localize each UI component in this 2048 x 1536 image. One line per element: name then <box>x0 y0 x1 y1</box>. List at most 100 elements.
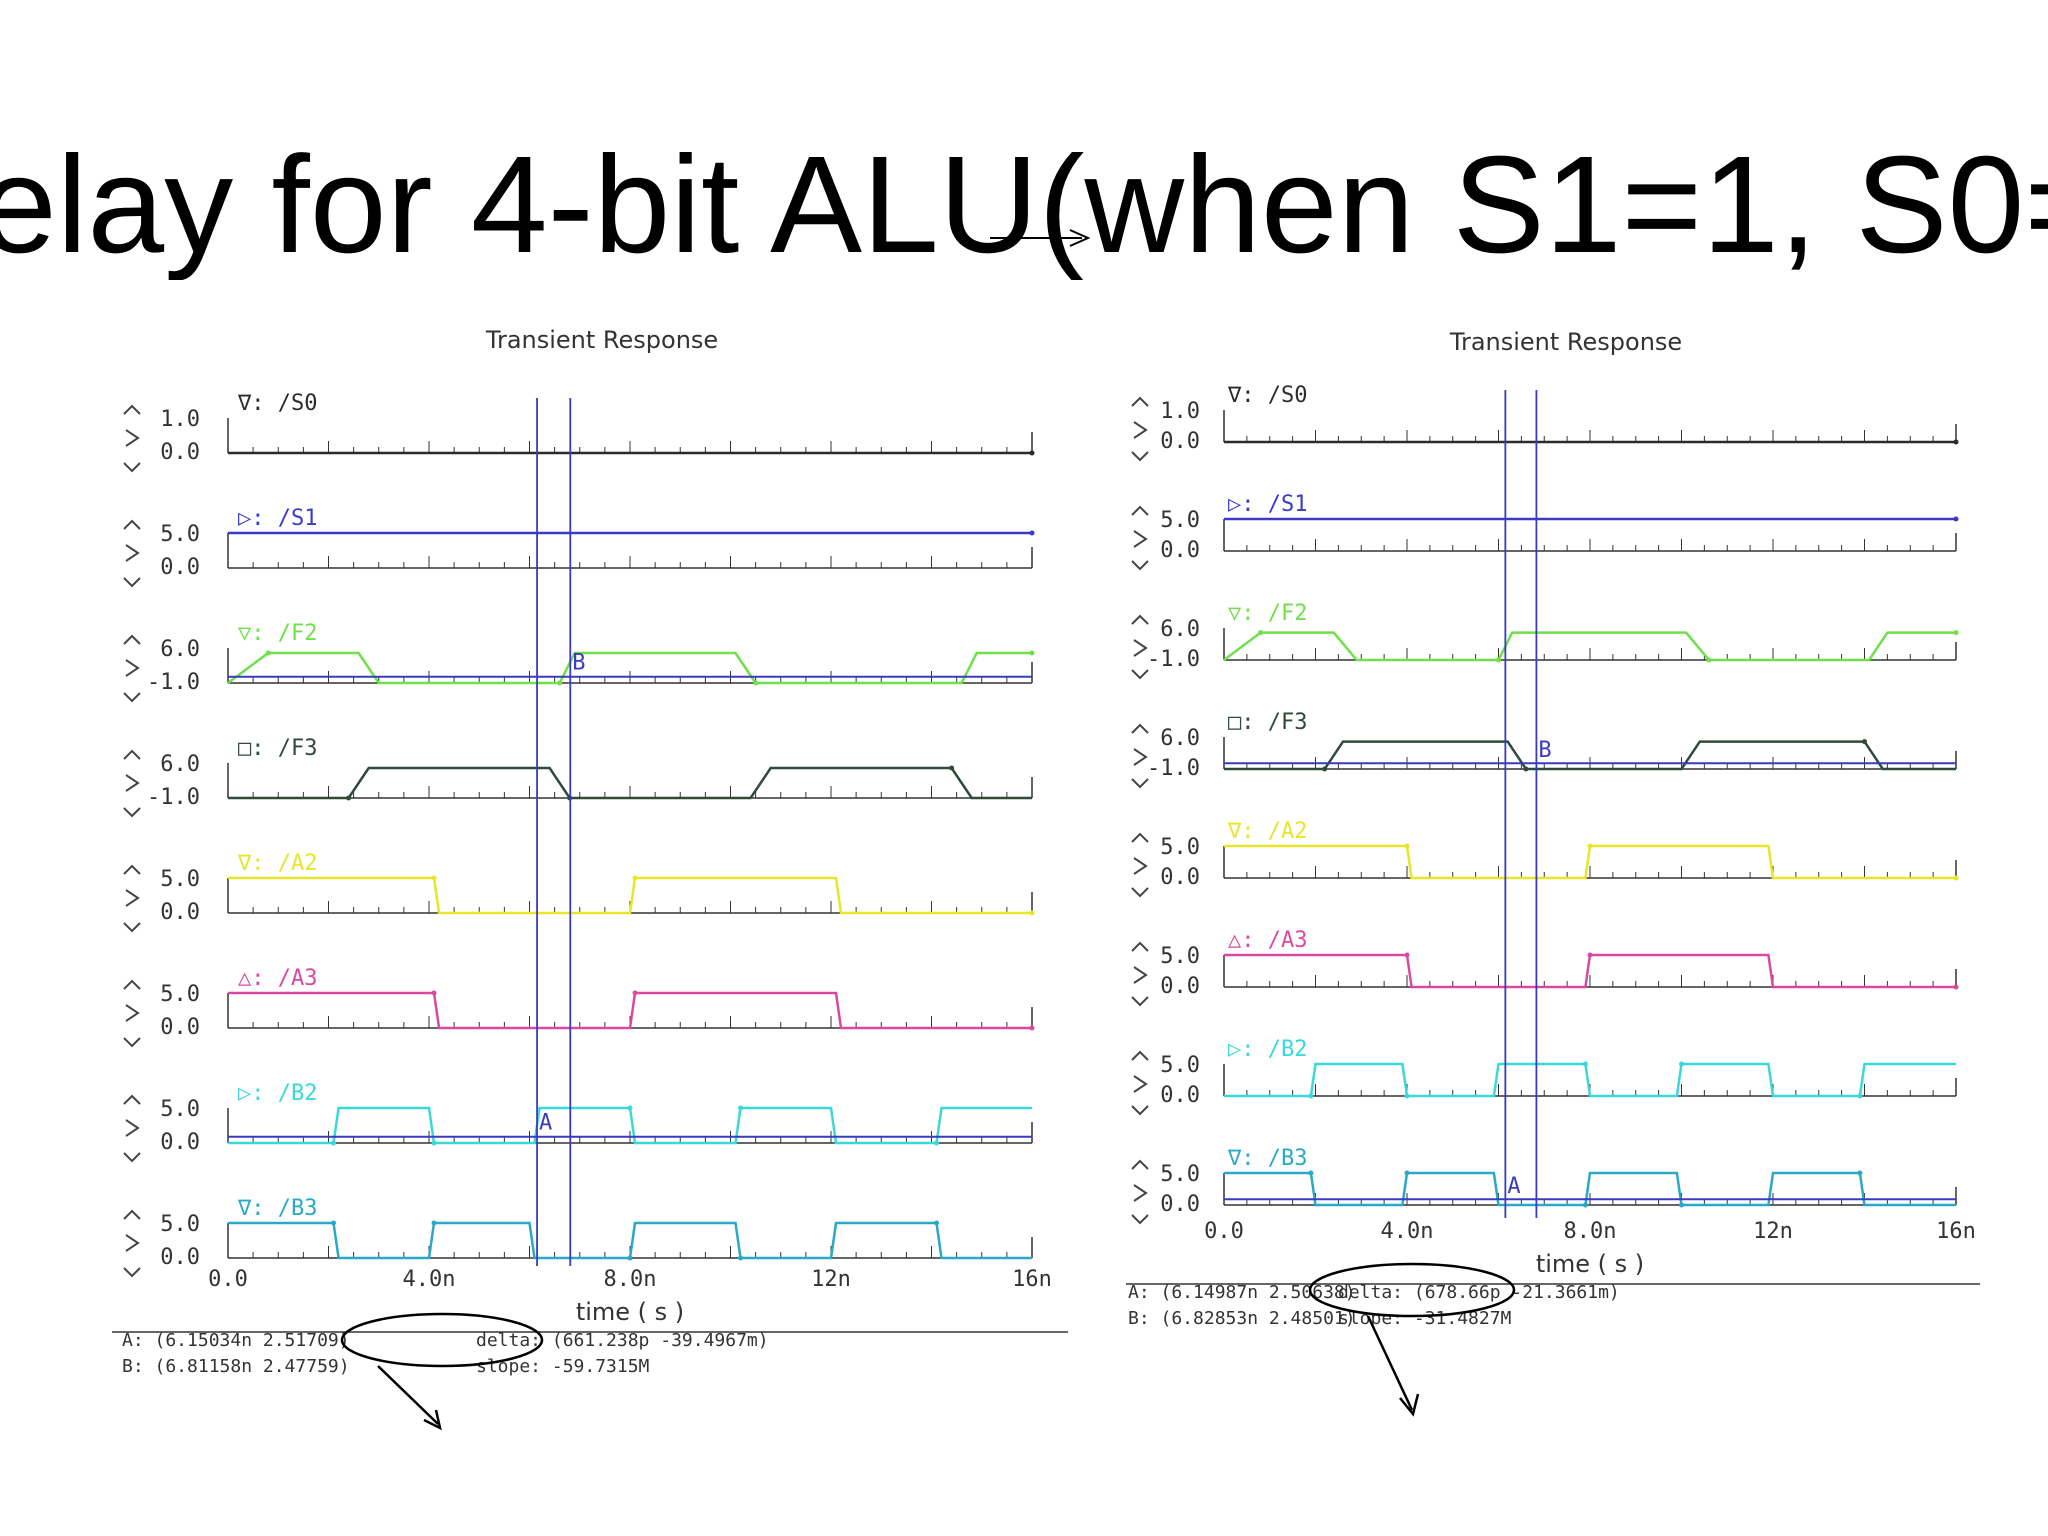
waveform-marker <box>1862 739 1867 745</box>
chevron-up-icon <box>123 519 141 530</box>
signal-row-b3: 5.0 0.0 ∇: /B3 <box>123 1196 1033 1278</box>
waveform-marker <box>1029 650 1035 656</box>
waveform-marker <box>331 1220 337 1226</box>
waveform-marker <box>1953 875 1959 881</box>
waveform-marker <box>331 1140 337 1146</box>
chevron-right-icon <box>1133 966 1148 984</box>
waveform-f3 <box>1224 740 1956 771</box>
chevron-down-icon <box>1131 451 1149 462</box>
waveform-b3 <box>1224 1171 1956 1207</box>
waveform-marker <box>934 1140 940 1146</box>
signal-label: ▽: /F2 <box>238 621 317 646</box>
y-tick-label-top: 5.0 <box>160 1097 200 1122</box>
waveform-f2 <box>227 651 1032 685</box>
waveform-marker <box>1523 766 1529 772</box>
signal-label: ▷: /S1 <box>1228 492 1307 517</box>
signal-label: ▷: /B2 <box>238 1081 317 1106</box>
y-tick-label-top: 5.0 <box>1160 1162 1200 1187</box>
readout-b: B: (6.81158n 2.47759) <box>122 1356 350 1377</box>
chevron-right-icon <box>1133 1184 1148 1202</box>
y-tick-label-top: 5.0 <box>160 982 200 1007</box>
waveform-f3 <box>228 766 1032 800</box>
signal-label: ∇: /A2 <box>1227 819 1307 844</box>
chevron-right-icon <box>1133 857 1148 875</box>
cursor-readout: A: (6.14987n 2.50638) B: (6.82853n 2.4850… <box>1128 1282 1620 1329</box>
signal-row-b2: 5.0 0.0 ▷: /B2 <box>123 1081 1033 1163</box>
signal-row-a2: 5.0 0.0 ∇: /A2 <box>123 851 1035 933</box>
waveform-marker <box>1679 1202 1684 1208</box>
chevron-right-icon <box>125 889 140 907</box>
chevron-up-icon <box>1131 505 1149 516</box>
chevron-up-icon <box>123 1209 141 1220</box>
waveform-marker <box>346 795 352 801</box>
waveform-marker <box>738 1255 744 1261</box>
waveform-marker <box>627 1255 633 1261</box>
cursor-label-b: B <box>1538 738 1551 763</box>
waveform-marker <box>1706 657 1712 663</box>
chevron-up-icon <box>123 749 141 760</box>
waveform-marker <box>1857 1170 1863 1176</box>
waveform-marker <box>1404 1170 1410 1176</box>
y-tick-label-top: 6.0 <box>160 637 200 662</box>
y-tick-label-top: 5.0 <box>1160 835 1200 860</box>
signal-row-s1: 5.0 0.0 ▷: /S1 <box>1131 492 1959 571</box>
chevron-down-icon <box>123 692 141 703</box>
chevron-right-icon <box>1133 748 1148 766</box>
waveform-marker <box>1404 952 1410 958</box>
waveform-marker <box>1679 1061 1684 1067</box>
chevron-down-icon <box>123 922 141 933</box>
readout-a: A: (6.15034n 2.51709) <box>122 1330 350 1351</box>
waveform-marker <box>1308 1170 1314 1176</box>
waveform-marker <box>632 990 638 996</box>
left-transient-chart: Transient Response 1.0 0.0 ∇: /S0 5.0 0.0 ▷: /… <box>112 326 1068 1377</box>
y-tick-label-top: 5.0 <box>160 867 200 892</box>
chevron-up-icon <box>1131 614 1149 625</box>
y-tick-label-bottom: 0.0 <box>1160 865 1200 890</box>
signal-label: ∇: /A2 <box>237 851 317 876</box>
chart-title: Transient Response <box>1449 328 1682 356</box>
y-tick-label-bottom: -1.0 <box>147 670 200 695</box>
waveform-marker <box>1857 1093 1863 1099</box>
x-tick-label: 8.0n <box>1564 1219 1617 1244</box>
chevron-up-icon <box>1131 832 1149 843</box>
chevron-up-icon <box>123 404 141 415</box>
waveform-marker <box>1322 766 1328 772</box>
x-tick-label: 16n <box>1936 1219 1976 1244</box>
chevron-up-icon <box>123 864 141 875</box>
chevron-down-icon <box>1131 778 1149 789</box>
chevron-right-icon <box>125 429 140 447</box>
time-axis: 0.0 4.0n 8.0n 12n 16n time ( s ) <box>208 1267 1052 1326</box>
waveform-marker <box>753 680 759 686</box>
slide-title-text: elay for 4-bit ALU(when S1=1, S0=0 X <box>0 130 2048 280</box>
waveform-marker <box>1582 1061 1588 1067</box>
chevron-down-icon <box>123 1267 141 1278</box>
x-tick-label: 16n <box>1012 1267 1052 1292</box>
waveform-marker <box>431 1140 437 1146</box>
delta-highlight-ellipse-right <box>1308 1262 1516 1318</box>
x-axis-label: time ( s ) <box>1536 1250 1644 1278</box>
chevron-up-icon <box>123 979 141 990</box>
y-tick-label-bottom: 0.0 <box>160 440 200 465</box>
readout-b: B: (6.82853n 2.48501) <box>1128 1308 1356 1329</box>
chevron-up-icon <box>1131 1050 1149 1061</box>
y-tick-label-top: 5.0 <box>1160 1053 1200 1078</box>
waveform-marker <box>1404 1093 1410 1099</box>
y-tick-label-bottom: 0.0 <box>160 1015 200 1040</box>
waveform-marker <box>1029 450 1035 456</box>
chevron-right-icon <box>1133 421 1148 439</box>
chevron-down-icon <box>1131 996 1149 1007</box>
signal-label: □: /F3 <box>1228 710 1307 735</box>
signal-label: ∇: /B3 <box>1227 1146 1307 1171</box>
y-tick-label-top: 5.0 <box>1160 944 1200 969</box>
y-tick-label-bottom: 0.0 <box>160 900 200 925</box>
chevron-down-icon <box>123 807 141 818</box>
signal-label: □: /F3 <box>238 736 317 761</box>
y-tick-label-top: 5.0 <box>160 522 200 547</box>
chevron-right-icon <box>1133 639 1148 657</box>
readout-delta: delta: (661.238p -39.4967m) <box>476 1330 769 1351</box>
title-arrow-head <box>1069 229 1091 247</box>
chevron-right-icon <box>1133 530 1148 548</box>
y-tick-label-bottom: -1.0 <box>147 785 200 810</box>
signal-row-b2: 5.0 0.0 ▷: /B2 <box>1131 1037 1957 1116</box>
